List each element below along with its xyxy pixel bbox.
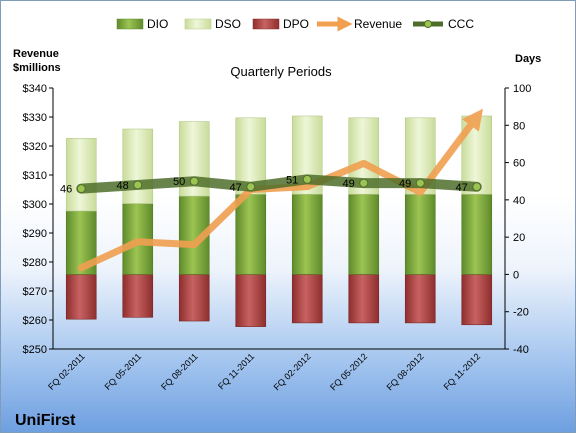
left-tick-label: $260 (23, 315, 47, 327)
right-tick-label: -40 (513, 344, 529, 356)
legend-swatch-dio (116, 18, 144, 30)
legend-label-dio: DIO (147, 17, 168, 31)
right-tick-label: 80 (513, 120, 525, 132)
bar-dpo (404, 274, 436, 324)
chart-title: Quarterly Periods (230, 64, 332, 79)
ccc-point (472, 182, 482, 192)
bar-dio (65, 210, 97, 275)
ccc-point (415, 178, 425, 188)
company-name: UniFirst (15, 412, 76, 429)
legend-label-ccc: CCC (448, 17, 474, 31)
legend-swatch-dso (184, 18, 212, 30)
ccc-data-label: 50 (173, 176, 185, 188)
lines (76, 108, 484, 272)
bar-dso (122, 128, 154, 204)
bar-dpo (348, 274, 380, 324)
left-axis-title-line1: Revenue (13, 48, 59, 60)
ccc-data-label: 47 (456, 182, 468, 194)
legend-label-dpo: DPO (283, 17, 309, 31)
right-tick-label: 20 (513, 232, 525, 244)
ccc-point (246, 182, 256, 192)
left-axis-title-line2: $millions (13, 62, 61, 74)
bar-dpo (122, 274, 154, 318)
left-tick-label: $310 (23, 170, 47, 182)
x-tick-label: FQ 02-2012 (272, 351, 313, 392)
legend-marker-ccc (424, 20, 432, 28)
ccc-data-label: 49 (399, 178, 411, 190)
right-axis-title: Days (515, 53, 541, 65)
left-tick-label: $340 (23, 83, 47, 95)
right-tick-label: 0 (513, 269, 519, 281)
right-tick-label: -20 (513, 307, 529, 319)
ccc-data-label: 48 (117, 180, 129, 192)
bar-dpo (178, 274, 210, 322)
x-tick-label: FQ 11-2012 (442, 351, 483, 392)
ccc-point (189, 176, 199, 186)
bar-dpo (65, 274, 97, 320)
left-tick-label: $300 (23, 199, 47, 211)
series-ccc-line (76, 174, 482, 194)
ccc-point (302, 174, 312, 184)
right-tick-label: 100 (513, 83, 531, 95)
x-tick-label: FQ 05-2012 (328, 351, 369, 392)
bar-dio (348, 193, 380, 275)
right-tick-label: 60 (513, 158, 525, 170)
bar-dio (461, 193, 493, 275)
left-tick-label: $250 (23, 344, 47, 356)
left-tick-label: $330 (23, 112, 47, 124)
left-tick-label: $320 (23, 141, 47, 153)
bar-dpo (235, 274, 267, 327)
left-tick-label: $270 (23, 286, 47, 298)
right-tick-label: 40 (513, 195, 525, 207)
legend: DIO DSO DPO Revenue CCC (116, 16, 474, 32)
ccc-point (133, 180, 143, 190)
x-tick-label: FQ 02-2011 (46, 351, 87, 392)
legend-swatch-dpo (252, 18, 280, 30)
data-labels: 46 48 50 47 51 49 49 47 (60, 174, 468, 195)
x-tick-label: FQ 05-2011 (103, 351, 144, 392)
x-tick-label: FQ 08-2012 (385, 351, 426, 392)
ccc-data-label: 49 (343, 178, 355, 190)
bars (65, 115, 493, 327)
left-tick-label: $290 (23, 228, 47, 240)
bar-dio (235, 193, 267, 275)
x-tick-label: FQ 11-2011 (216, 351, 256, 391)
legend-label-revenue: Revenue (354, 17, 402, 31)
legend-label-dso: DSO (215, 17, 241, 31)
left-tick-label: $280 (23, 257, 47, 269)
bar-dio (291, 193, 323, 275)
bar-dpo (461, 274, 493, 326)
bar-dio (404, 193, 436, 275)
ccc-point (76, 184, 86, 194)
bar-dso (65, 138, 97, 212)
bar-dpo (291, 274, 323, 324)
ccc-point (359, 178, 369, 188)
ccc-data-label: 47 (230, 182, 242, 194)
ccc-data-label: 46 (60, 184, 72, 196)
axes: $250 $260 $270 $280 $290 $300 $310 $320 $330 $340… (23, 83, 532, 392)
ccc-data-label: 51 (286, 174, 298, 186)
x-tick-label: FQ 08-2011 (159, 351, 200, 392)
